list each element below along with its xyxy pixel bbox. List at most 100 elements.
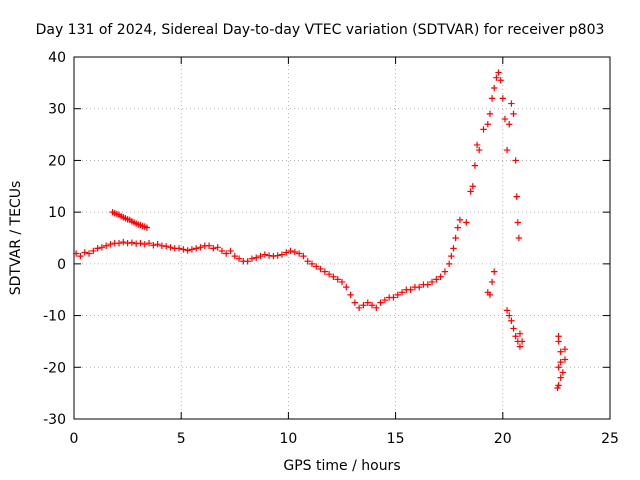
data-point — [137, 239, 144, 247]
data-point — [506, 121, 513, 128]
data-point — [433, 276, 440, 283]
data-point — [343, 283, 350, 291]
data-point — [283, 249, 290, 256]
data-point — [223, 250, 230, 257]
x-tick-label: 0 — [70, 431, 79, 447]
data-point — [193, 245, 200, 252]
data-point — [415, 283, 423, 291]
data-point — [428, 278, 436, 286]
data-point — [167, 244, 174, 251]
data-point — [150, 242, 157, 249]
data-point — [330, 273, 337, 280]
data-point — [486, 291, 494, 299]
axis-ticks: 0 5 10 15 20 25 -30 -20 -10 0 10 20 30 40 — [43, 50, 619, 447]
data-point — [503, 307, 511, 314]
y-axis-label: SDTVAR / TECUs — [8, 181, 24, 296]
data-point — [347, 291, 354, 299]
y-tick-label: 10 — [48, 205, 66, 221]
data-point — [441, 268, 449, 275]
data-point — [561, 356, 569, 363]
data-point — [373, 304, 380, 312]
data-point — [512, 157, 519, 164]
data-point — [497, 77, 504, 84]
data-point — [456, 216, 464, 224]
data-point — [364, 299, 371, 306]
data-point — [197, 244, 204, 251]
data-point — [514, 219, 522, 226]
y-tick-label: -20 — [43, 360, 66, 376]
data-point — [501, 115, 509, 123]
data-point — [452, 234, 459, 242]
data-point — [398, 289, 406, 296]
data-point — [484, 121, 491, 128]
data-point — [291, 248, 299, 256]
data-point — [506, 312, 513, 319]
data-point — [351, 299, 359, 306]
x-axis-label: GPS time / hours — [283, 458, 400, 474]
data-point — [235, 255, 243, 262]
data-point — [278, 251, 286, 258]
data-point — [120, 238, 127, 246]
data-point — [368, 302, 376, 309]
x-tick-label: 20 — [494, 431, 512, 447]
data-point — [559, 369, 567, 376]
data-point — [488, 95, 496, 102]
data-point — [355, 304, 363, 312]
data-point — [115, 239, 123, 247]
data-point — [102, 242, 110, 249]
data-point — [424, 281, 431, 288]
data-point — [338, 278, 346, 286]
data-point — [321, 268, 329, 275]
x-tick-label: 15 — [387, 431, 405, 447]
data-point — [476, 146, 483, 154]
data-point — [145, 239, 153, 247]
series-upper-segment — [109, 208, 151, 231]
data-point — [499, 95, 506, 102]
data-point — [98, 244, 106, 251]
data-point — [360, 302, 367, 309]
data-point — [184, 247, 191, 254]
data-point — [162, 243, 170, 250]
data-point — [554, 384, 561, 392]
data-point — [394, 291, 401, 299]
data-point — [510, 325, 517, 332]
y-tick-label: -10 — [43, 309, 66, 325]
data-point — [516, 343, 524, 350]
data-point — [85, 250, 93, 257]
data-point — [128, 239, 136, 246]
data-point — [557, 348, 564, 355]
y-tick-label: 30 — [48, 102, 66, 118]
data-point — [205, 242, 213, 249]
data-point — [107, 241, 114, 248]
data-point — [495, 69, 502, 76]
data-point — [210, 245, 217, 252]
data-point — [308, 260, 316, 268]
data-point — [515, 234, 523, 242]
data-point — [317, 265, 324, 273]
data-point — [257, 252, 264, 260]
data-point — [493, 74, 500, 81]
data-point — [154, 241, 161, 248]
data-point — [486, 110, 494, 118]
data-point — [561, 345, 569, 353]
data-point — [491, 268, 498, 275]
x-tick-label: 5 — [177, 431, 186, 447]
data-point — [467, 188, 474, 195]
data-point — [188, 246, 196, 253]
y-tick-label: 40 — [48, 50, 66, 66]
data-point — [381, 296, 389, 304]
x-tick-label: 10 — [279, 431, 297, 447]
data-point — [446, 260, 453, 268]
data-points — [72, 69, 569, 392]
data-point — [304, 258, 311, 265]
series-negative-tail — [484, 268, 569, 392]
data-point — [555, 364, 562, 371]
y-tick-label: 20 — [48, 153, 66, 169]
data-point — [516, 330, 524, 337]
data-point — [471, 162, 479, 169]
data-point — [72, 250, 80, 257]
data-point — [488, 278, 496, 286]
data-point — [227, 247, 234, 255]
data-point — [90, 247, 97, 255]
data-point — [491, 84, 498, 92]
